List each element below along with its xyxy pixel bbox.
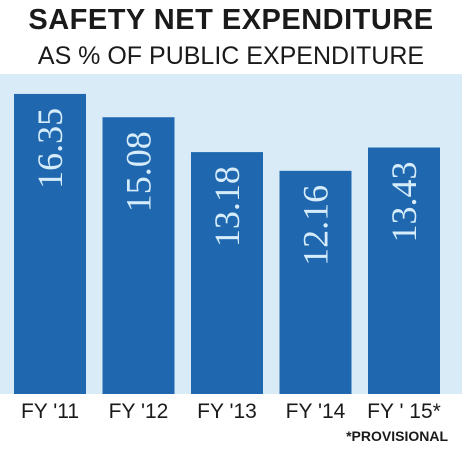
bar-4 xyxy=(279,170,352,394)
category-label-5: FY ' 15* xyxy=(367,400,441,423)
category-label-3: FY '13 xyxy=(197,400,257,423)
footnote: *PROVISIONAL xyxy=(346,428,448,444)
category-label-1: FY '11 xyxy=(21,400,79,423)
category-label-2: FY '12 xyxy=(109,400,169,423)
chart-title: SAFETY NET EXPENDITURE xyxy=(28,4,434,36)
bar-1 xyxy=(14,93,86,394)
value-label-5: 13.43 xyxy=(384,162,424,243)
value-label-1: 16.35 xyxy=(30,108,70,189)
category-label-4: FY '14 xyxy=(286,400,346,423)
value-label-2: 15.08 xyxy=(119,131,159,212)
bar-3 xyxy=(191,152,263,394)
value-label-3: 13.18 xyxy=(207,166,247,247)
value-label-4: 12.16 xyxy=(296,185,336,266)
chart-subtitle: AS % OF PUBLIC EXPENDITURE xyxy=(37,42,425,70)
bar-5 xyxy=(368,147,440,394)
bar-2 xyxy=(102,117,175,395)
